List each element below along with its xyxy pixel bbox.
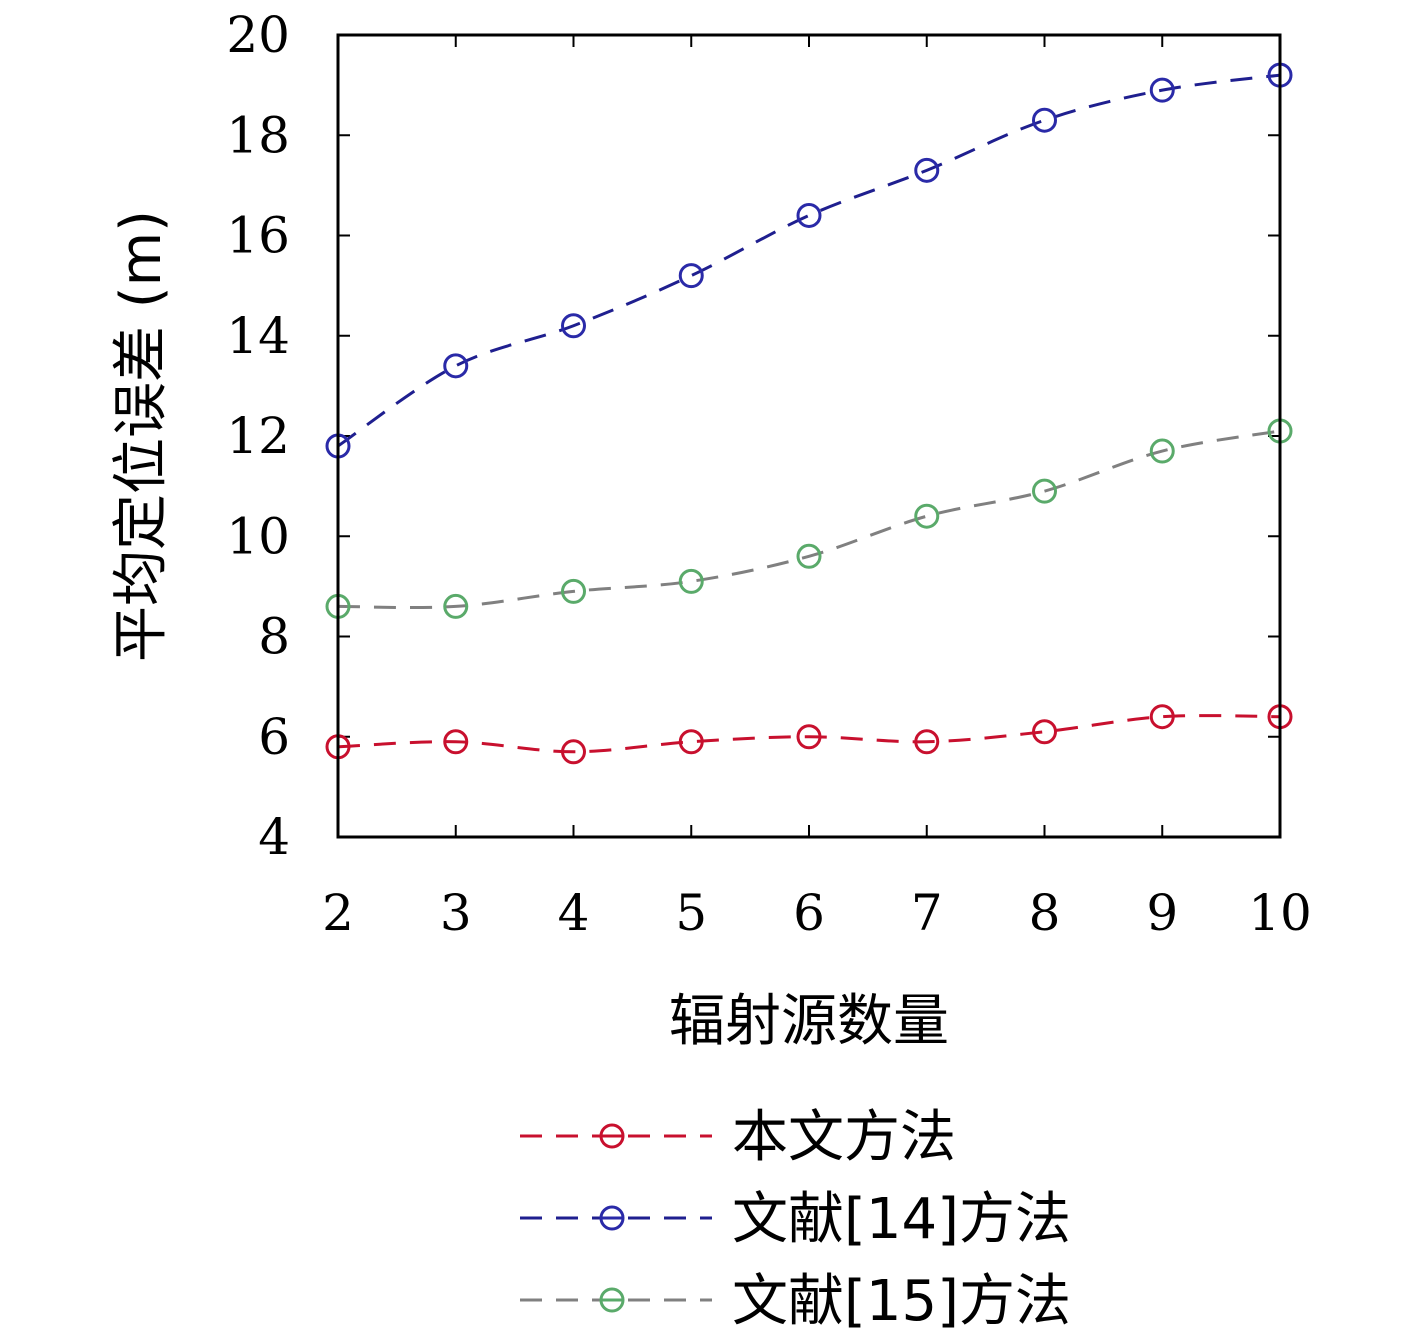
- data-point: [1149, 77, 1175, 103]
- data-point: [914, 729, 940, 755]
- x-tick-label: 8: [1029, 884, 1061, 942]
- series-2: [325, 62, 1293, 459]
- y-tick-label: 6: [258, 708, 290, 766]
- legend-item: 文献[14]方法: [520, 1187, 1071, 1252]
- x-tick-label: 6: [793, 884, 825, 942]
- data-point: [678, 263, 704, 289]
- x-axis-title: 辐射源数量: [669, 989, 949, 1054]
- legend-item: 本文方法: [520, 1105, 956, 1170]
- series-line: [337, 429, 1281, 610]
- x-tick-label: 10: [1248, 884, 1312, 942]
- data-point: [914, 157, 940, 183]
- x-tick-label: 3: [440, 884, 472, 942]
- y-tick-label: 8: [258, 608, 290, 666]
- legend-label: 本文方法: [732, 1105, 956, 1170]
- data-point: [678, 729, 704, 755]
- data-point: [443, 593, 469, 619]
- x-tick-label: 2: [322, 884, 354, 942]
- data-point: [796, 724, 822, 750]
- data-point: [561, 313, 586, 339]
- data-point: [796, 543, 822, 569]
- data-point: [443, 729, 469, 755]
- data-point: [561, 739, 586, 765]
- y-axis-title: 平均定位误差 (m): [109, 210, 174, 662]
- data-point: [1032, 107, 1057, 133]
- data-point: [443, 353, 469, 379]
- x-tick-label: 5: [675, 884, 707, 942]
- y-tick-label: 4: [258, 808, 290, 866]
- y-tick-label: 14: [226, 307, 290, 365]
- data-point: [678, 568, 704, 594]
- series-1: [325, 704, 1293, 765]
- data-point: [1149, 438, 1175, 464]
- tick-labels: 2 3 4 5 6 7 8 9 10 4 6 8 10 12 14 16 18 20: [226, 6, 1311, 942]
- y-tick-label: 16: [226, 207, 290, 265]
- y-tick-label: 18: [226, 106, 290, 164]
- plot-area-frame: [336, 33, 1282, 839]
- x-tick-label: 4: [558, 884, 590, 942]
- series-line: [337, 73, 1281, 448]
- series-layer: [325, 62, 1293, 765]
- y-tick-label: 10: [226, 507, 290, 565]
- legend-label: 文献[15]方法: [732, 1269, 1071, 1334]
- data-point: [1149, 704, 1175, 730]
- legend-item: 文献[15]方法: [520, 1269, 1071, 1334]
- y-tick-label: 12: [226, 407, 290, 465]
- data-point: [796, 202, 822, 228]
- data-point: [1032, 478, 1057, 504]
- x-tick-label: 9: [1146, 884, 1178, 942]
- data-point: [914, 503, 940, 529]
- data-point: [561, 578, 586, 604]
- tick-marks: [337, 34, 1281, 838]
- data-point: [1032, 719, 1057, 745]
- y-tick-label: 20: [226, 6, 290, 64]
- series-line: [337, 714, 1281, 754]
- x-tick-label: 7: [911, 884, 943, 942]
- legend-label: 文献[14]方法: [732, 1187, 1071, 1252]
- series-3: [325, 418, 1293, 619]
